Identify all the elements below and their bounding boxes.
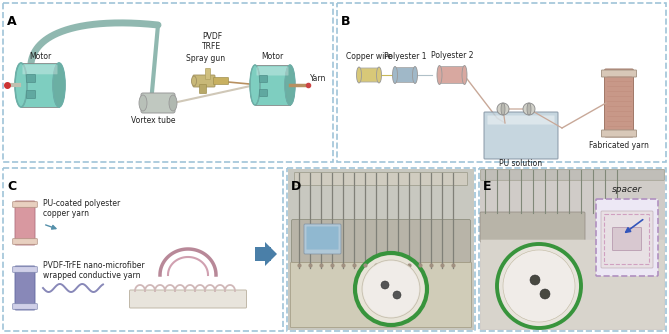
Ellipse shape	[15, 63, 27, 107]
Text: Polyester 1: Polyester 1	[384, 52, 426, 61]
FancyBboxPatch shape	[605, 69, 634, 137]
Text: Fabricated yarn: Fabricated yarn	[589, 141, 649, 150]
Ellipse shape	[501, 103, 505, 115]
FancyBboxPatch shape	[306, 226, 339, 249]
Circle shape	[503, 250, 575, 322]
Text: Motor: Motor	[29, 52, 51, 61]
Text: Copper wire: Copper wire	[346, 52, 392, 61]
FancyBboxPatch shape	[141, 93, 175, 113]
Ellipse shape	[191, 76, 197, 86]
FancyBboxPatch shape	[613, 227, 642, 250]
Ellipse shape	[413, 66, 417, 84]
Text: Motor: Motor	[261, 52, 283, 61]
Text: PU-coated polyester: PU-coated polyester	[43, 199, 120, 208]
FancyBboxPatch shape	[260, 90, 268, 97]
Text: E: E	[483, 180, 492, 193]
Circle shape	[393, 291, 401, 299]
Text: PU solution: PU solution	[500, 159, 543, 168]
FancyBboxPatch shape	[337, 3, 666, 162]
Text: B: B	[341, 15, 351, 28]
Text: PVDF-TrFE nano-microfiber: PVDF-TrFE nano-microfiber	[43, 261, 145, 270]
FancyBboxPatch shape	[480, 169, 665, 330]
Circle shape	[497, 244, 581, 328]
FancyBboxPatch shape	[13, 239, 37, 244]
Circle shape	[497, 103, 509, 115]
FancyBboxPatch shape	[438, 66, 466, 84]
FancyBboxPatch shape	[199, 85, 207, 94]
FancyBboxPatch shape	[290, 263, 472, 328]
FancyBboxPatch shape	[3, 3, 333, 162]
Ellipse shape	[377, 67, 381, 83]
FancyBboxPatch shape	[394, 67, 416, 82]
FancyBboxPatch shape	[205, 68, 211, 79]
Text: Yarn: Yarn	[310, 74, 326, 83]
FancyBboxPatch shape	[292, 219, 470, 263]
Ellipse shape	[250, 65, 260, 105]
FancyBboxPatch shape	[27, 91, 35, 99]
Ellipse shape	[53, 63, 65, 107]
FancyBboxPatch shape	[480, 212, 585, 242]
Ellipse shape	[462, 65, 467, 85]
FancyBboxPatch shape	[358, 68, 380, 82]
FancyBboxPatch shape	[481, 240, 664, 329]
FancyBboxPatch shape	[601, 70, 636, 77]
Text: copper yarn: copper yarn	[43, 209, 89, 218]
Text: Vortex tube: Vortex tube	[130, 116, 175, 125]
FancyBboxPatch shape	[15, 266, 35, 310]
FancyBboxPatch shape	[294, 172, 468, 185]
FancyBboxPatch shape	[3, 168, 283, 331]
Polygon shape	[265, 242, 277, 266]
Text: A: A	[7, 15, 17, 28]
FancyBboxPatch shape	[15, 201, 35, 245]
FancyBboxPatch shape	[23, 64, 58, 74]
FancyBboxPatch shape	[601, 211, 653, 268]
Text: C: C	[7, 180, 16, 193]
Text: Spray gun: Spray gun	[187, 54, 225, 63]
FancyBboxPatch shape	[13, 267, 37, 272]
FancyBboxPatch shape	[488, 116, 555, 125]
FancyBboxPatch shape	[13, 202, 37, 207]
FancyBboxPatch shape	[13, 304, 37, 309]
Ellipse shape	[285, 65, 295, 105]
FancyBboxPatch shape	[304, 224, 341, 254]
Circle shape	[362, 260, 420, 318]
Ellipse shape	[527, 103, 531, 115]
FancyBboxPatch shape	[255, 247, 271, 261]
Circle shape	[381, 281, 389, 289]
Circle shape	[355, 253, 427, 325]
Ellipse shape	[357, 67, 361, 83]
FancyBboxPatch shape	[479, 168, 666, 331]
FancyBboxPatch shape	[256, 66, 288, 75]
FancyBboxPatch shape	[193, 75, 215, 87]
Circle shape	[540, 289, 550, 299]
Ellipse shape	[139, 95, 147, 111]
FancyBboxPatch shape	[288, 169, 474, 330]
FancyBboxPatch shape	[130, 290, 246, 308]
FancyBboxPatch shape	[27, 74, 35, 82]
FancyBboxPatch shape	[484, 112, 558, 159]
Ellipse shape	[393, 66, 397, 84]
FancyBboxPatch shape	[601, 130, 636, 137]
Ellipse shape	[437, 65, 442, 85]
FancyBboxPatch shape	[213, 77, 229, 85]
FancyBboxPatch shape	[481, 170, 664, 180]
Circle shape	[530, 275, 540, 285]
Text: wrapped conductive yarn: wrapped conductive yarn	[43, 271, 140, 280]
Text: PVDF
TRFE: PVDF TRFE	[202, 32, 222, 51]
FancyBboxPatch shape	[21, 63, 59, 107]
Ellipse shape	[169, 95, 177, 111]
Circle shape	[363, 261, 419, 317]
FancyBboxPatch shape	[287, 168, 475, 331]
Text: Polyester 2: Polyester 2	[431, 51, 473, 60]
Text: spacer: spacer	[612, 185, 642, 194]
Circle shape	[523, 103, 535, 115]
FancyBboxPatch shape	[596, 199, 658, 276]
FancyBboxPatch shape	[260, 75, 268, 82]
FancyBboxPatch shape	[255, 65, 290, 105]
Text: D: D	[291, 180, 301, 193]
